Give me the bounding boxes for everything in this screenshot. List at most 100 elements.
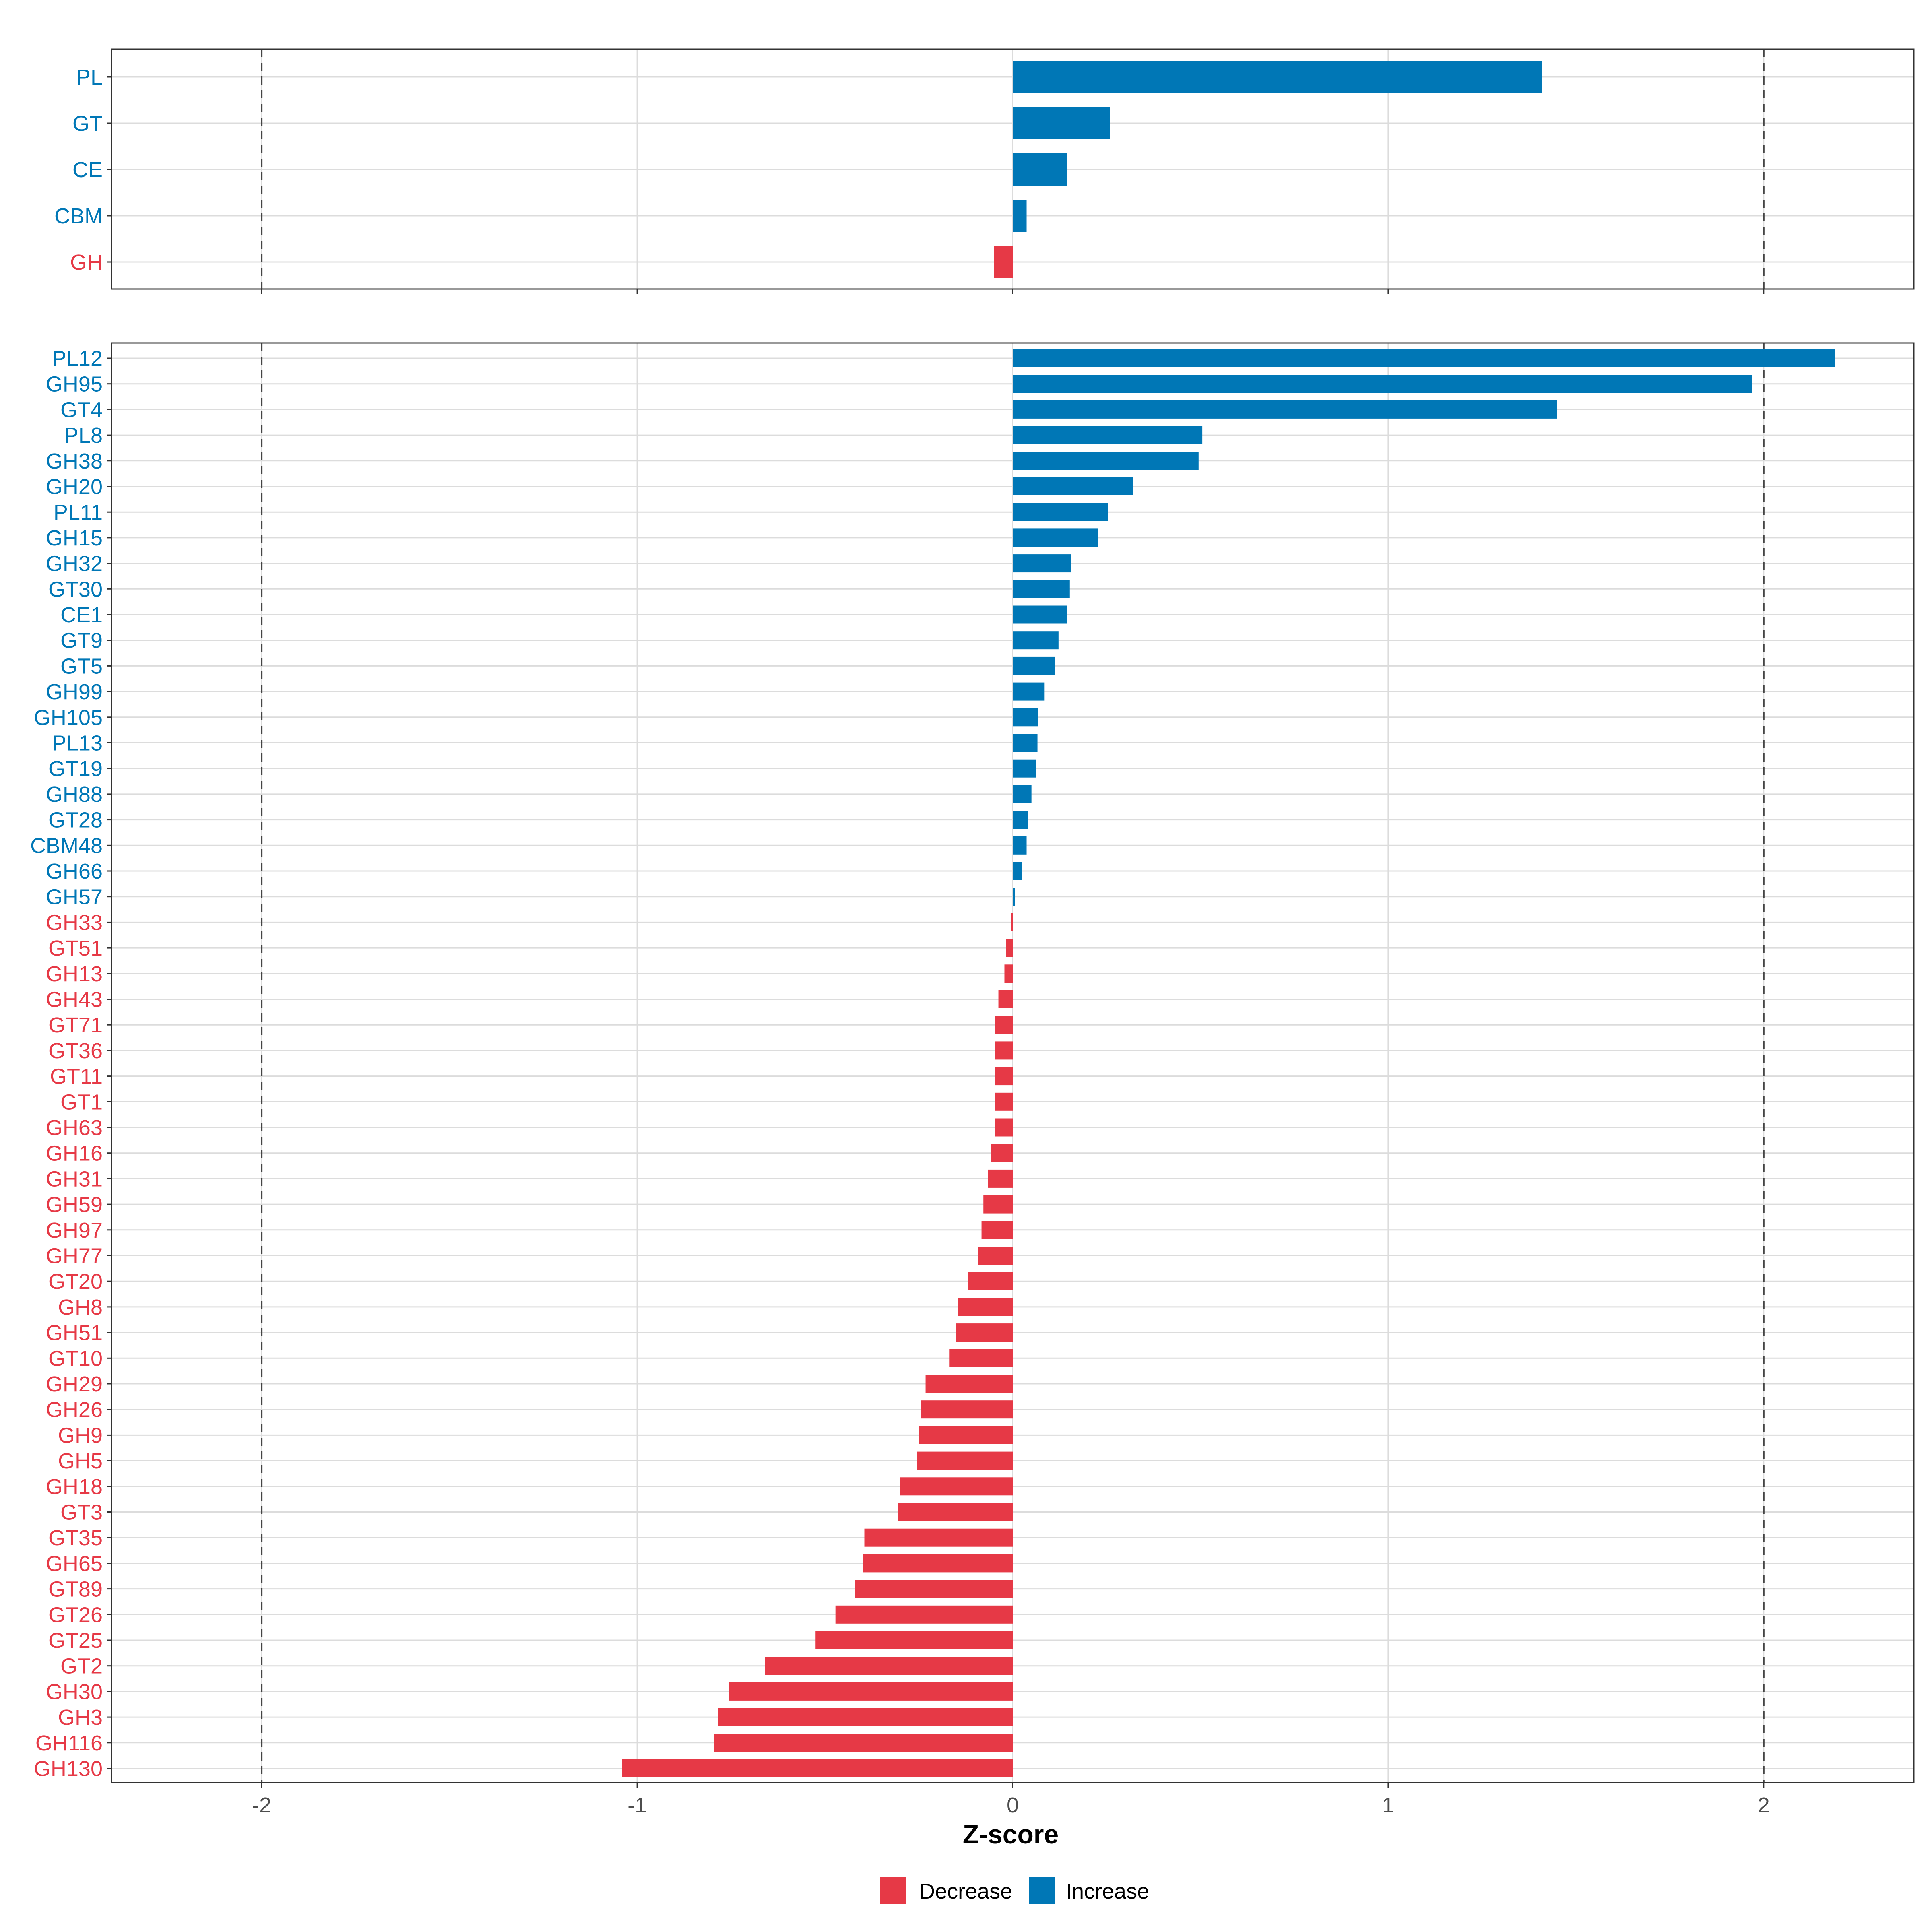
family-bar-gh130 [622,1759,1013,1777]
family-bar-gt28 [1013,811,1028,829]
family-category-label-pl13: PL13 [52,731,103,755]
x-tick-label-4: 2 [1758,1793,1770,1817]
family-category-label-gh5: GH5 [58,1449,103,1473]
family-bar-gh105 [1013,708,1038,727]
family-category-label-gt2: GT2 [60,1654,103,1678]
legend-label-increase: Increase [1066,1879,1149,1903]
family-category-label-gh20: GH20 [46,475,103,499]
family-bar-gt25 [815,1631,1013,1649]
family-category-label-gh32: GH32 [46,552,103,576]
family-bar-gh8 [958,1298,1013,1316]
family-category-label-gh3: GH3 [58,1705,103,1730]
family-category-label-cbm48: CBM48 [30,834,103,858]
family-category-label-gh29: GH29 [46,1372,103,1396]
family-category-label-gt30: GT30 [48,577,103,601]
family-bar-gh9 [919,1426,1013,1444]
family-bar-gh88 [1013,785,1032,803]
family-bar-gh5 [917,1451,1013,1470]
family-bar-gt4 [1013,400,1557,419]
family-bar-gh38 [1013,452,1199,470]
family-category-label-gh130: GH130 [34,1757,103,1781]
family-bar-gt20 [968,1272,1013,1290]
family-bar-pl8 [1013,426,1203,444]
family-category-label-gt1: GT1 [60,1090,103,1114]
family-bar-gh32 [1013,554,1071,573]
legend-swatch-decrease [880,1877,906,1904]
family-category-label-gh31: GH31 [46,1167,103,1191]
x-tick-label-1: -1 [627,1793,647,1817]
family-bar-gt89 [855,1580,1013,1598]
family-bar-gh3 [718,1708,1013,1726]
family-category-label-gt20: GT20 [48,1269,103,1294]
family-bar-pl13 [1013,734,1038,752]
class-panel-border [111,48,1915,290]
family-category-label-gt11: GT11 [50,1065,103,1089]
family-bar-pl12 [1013,349,1835,367]
family-category-label-gh33: GH33 [46,910,103,935]
family-category-label-gh59: GH59 [46,1193,103,1217]
family-bar-gt51 [1006,939,1013,957]
family-bar-cbm48 [1013,836,1027,855]
class-bar-gt [1013,107,1110,139]
x-tick-label-3: 1 [1382,1793,1394,1817]
family-category-label-gh15: GH15 [46,526,103,550]
family-bar-gt9 [1013,631,1059,650]
family-bar-gh57 [1013,888,1015,906]
family-category-label-gh9: GH9 [58,1423,103,1447]
family-category-label-gt9: GT9 [60,629,103,653]
family-category-label-gt4: GT4 [60,398,103,422]
x-tick-label-0: -2 [252,1793,271,1817]
family-bar-gh59 [983,1195,1013,1214]
class-bar-cbm [1013,200,1027,232]
family-bar-gh63 [995,1118,1013,1137]
family-category-label-gt28: GT28 [48,808,103,832]
family-bar-pl11 [1013,503,1108,521]
family-category-label-pl8: PL8 [64,423,103,448]
family-category-label-gh105: GH105 [34,706,103,730]
family-bar-gt2 [765,1657,1013,1675]
family-category-label-gt71: GT71 [48,1013,103,1037]
family-bar-gh51 [956,1323,1013,1342]
family-category-label-gh116: GH116 [35,1731,103,1755]
family-bar-gt3 [898,1503,1013,1521]
family-category-label-ce1: CE1 [60,603,103,627]
family-category-label-pl11: PL11 [54,500,103,524]
family-category-label-gh99: GH99 [46,680,103,704]
family-bar-ce1 [1013,605,1067,624]
family-bar-gt5 [1013,656,1055,675]
family-bar-gh95 [1013,375,1752,393]
family-category-label-gh38: GH38 [46,449,103,473]
family-category-label-gh88: GH88 [46,782,103,807]
family-bar-gh16 [991,1144,1013,1162]
family-bar-gh77 [978,1247,1013,1265]
family-bar-gh33 [1011,913,1013,931]
family-category-label-gh26: GH26 [46,1398,103,1422]
x-axis-title: Z-score [963,1819,1059,1849]
family-bar-gh65 [863,1554,1013,1573]
family-bar-gt71 [995,1016,1013,1034]
family-bar-gh43 [998,990,1013,1008]
x-tick-label-2: 0 [1007,1793,1019,1817]
family-category-label-gh16: GH16 [46,1141,103,1166]
family-category-label-gt51: GT51 [48,936,103,960]
family-bar-gh18 [900,1477,1013,1496]
family-category-label-gt3: GT3 [60,1501,103,1525]
legend: Decrease Increase [880,1877,1149,1904]
family-bar-gh97 [981,1221,1013,1239]
family-bar-gh116 [714,1734,1013,1752]
family-bar-gh26 [921,1400,1013,1419]
family-category-label-gh30: GH30 [46,1680,103,1704]
family-category-label-gh95: GH95 [46,372,103,396]
family-category-label-gt10: GT10 [48,1346,103,1371]
class-category-label-pl: PL [76,65,103,89]
family-bar-gh66 [1013,862,1022,880]
family-bar-gt19 [1013,759,1036,778]
class-category-label-cbm: CBM [54,204,103,228]
family-category-label-gt19: GT19 [48,757,103,781]
family-bar-gt1 [995,1092,1013,1111]
class-category-label-gh: GH [70,250,103,275]
family-bar-gt10 [949,1349,1013,1367]
family-bar-gt35 [864,1528,1013,1547]
family-bar-gh13 [1004,964,1013,983]
